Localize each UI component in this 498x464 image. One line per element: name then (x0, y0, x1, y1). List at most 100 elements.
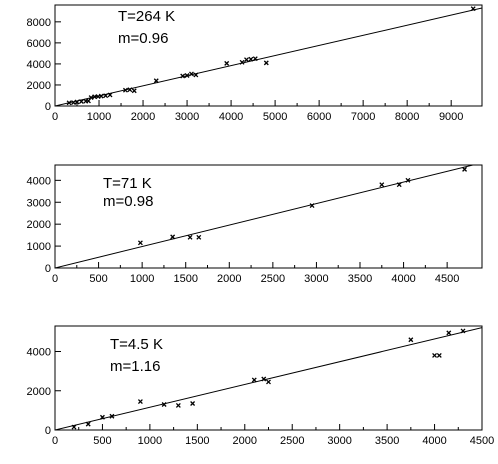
data-point (184, 73, 190, 78)
data-point (109, 413, 115, 419)
x-tick-label: 4500 (435, 273, 459, 285)
x-tick-label: 1000 (87, 111, 111, 123)
y-tick-label: 0 (45, 101, 51, 113)
data-point (248, 56, 254, 62)
slope-label: m=0.98 (103, 193, 153, 210)
x-tick-label: 1500 (185, 435, 209, 447)
x-tick-label: 2000 (233, 435, 257, 447)
slope-label: m=1.16 (110, 358, 160, 375)
data-point (436, 352, 442, 358)
data-point (190, 401, 196, 406)
data-point (99, 414, 105, 420)
x-tick-label: 3000 (327, 435, 351, 447)
y-tick-label: 1000 (27, 241, 51, 253)
data-point (309, 203, 315, 209)
chart-panel-2: 0 500 1000 1500 2000 2500 3000 3500 4000 4500 0 100… (27, 164, 483, 285)
x-tick-label: 2000 (131, 111, 155, 123)
x-tick-label: 4000 (422, 435, 446, 447)
x-tick-label: 5000 (263, 111, 287, 123)
data-point (470, 6, 476, 12)
data-point (161, 402, 167, 407)
x-tick-label: 0 (52, 111, 58, 123)
x-tick-label: 4000 (391, 273, 415, 285)
slope-label: m=0.96 (118, 30, 168, 47)
x-tick-label: 6000 (307, 111, 331, 123)
data-point (189, 71, 194, 77)
data-point (71, 424, 77, 430)
data-point (127, 87, 133, 93)
x-tick-label: 2500 (261, 273, 285, 285)
data-point (170, 234, 176, 240)
data-point (379, 182, 385, 188)
data-point (396, 182, 402, 188)
data-point (460, 328, 466, 334)
y-tick-label: 2000 (27, 219, 51, 231)
data-point (85, 421, 91, 427)
data-point (408, 337, 414, 343)
data-point (98, 93, 104, 99)
x-tick-label: 3000 (175, 111, 199, 123)
data-point (446, 330, 452, 336)
data-point (261, 376, 267, 382)
data-point (263, 60, 269, 66)
chart-panel-1: 0 1000 2000 3000 4000 5000 6000 7000 8000 9000 0 20… (27, 4, 483, 123)
data-point (405, 177, 411, 183)
chart-panel-3: 0 500 1000 1500 2000 2500 3000 3500 4000 4500 0 200… (27, 325, 494, 447)
y-tick-label: 2000 (27, 80, 51, 92)
x-tick-label: 1000 (138, 435, 162, 447)
data-point (196, 234, 202, 240)
y-tick-label: 8000 (27, 17, 51, 29)
y-tick-label: 2000 (27, 386, 51, 398)
data-point (251, 377, 257, 383)
x-tick-label: 3000 (304, 273, 328, 285)
data-point (107, 92, 113, 98)
plot-frame (54, 164, 483, 269)
fit-line (55, 327, 482, 430)
data-point (137, 399, 143, 405)
x-tick-label: 0 (52, 273, 58, 285)
data-point (193, 72, 199, 78)
data-point (71, 100, 76, 105)
x-tick-label: 3500 (375, 435, 399, 447)
data-point (78, 99, 84, 105)
x-tick-label: 4500 (470, 435, 494, 447)
temperature-label: T=71 K (103, 175, 152, 192)
y-tick-label: 6000 (27, 38, 51, 50)
data-point (88, 95, 94, 101)
x-tick-label: 2000 (217, 273, 241, 285)
temperature-label: T=264 K (118, 8, 175, 25)
fit-line (55, 165, 476, 268)
x-tick-label: 8000 (395, 111, 419, 123)
data-point (153, 78, 159, 84)
x-tick-label: 7000 (351, 111, 375, 123)
data-point (244, 57, 249, 63)
x-tick-label: 4000 (219, 111, 243, 123)
y-tick-label: 4000 (27, 59, 51, 71)
data-point (462, 166, 468, 172)
data-point (239, 59, 245, 65)
data-point (187, 234, 193, 240)
x-tick-label: 9000 (439, 111, 463, 123)
x-tick-label: 1500 (173, 273, 197, 285)
x-tick-label: 500 (93, 435, 111, 447)
data-point (266, 379, 271, 385)
temperature-label: T=4.5 K (110, 336, 163, 353)
y-tick-label: 4000 (27, 175, 51, 187)
data-point (66, 100, 72, 106)
data-point (74, 99, 80, 105)
x-tick-label: 3500 (348, 273, 372, 285)
data-point (122, 87, 128, 93)
data-point (432, 352, 438, 358)
data-point (131, 88, 137, 94)
x-tick-label: 2500 (280, 435, 304, 447)
data-point (137, 240, 143, 246)
y-tick-label: 0 (45, 425, 51, 437)
data-point (175, 403, 181, 408)
x-tick-label: 1000 (130, 273, 154, 285)
data-point (180, 73, 186, 79)
y-tick-label: 3000 (27, 197, 51, 209)
y-tick-label: 0 (45, 263, 51, 275)
y-tick-label: 4000 (27, 347, 51, 359)
x-tick-label: 500 (89, 273, 107, 285)
